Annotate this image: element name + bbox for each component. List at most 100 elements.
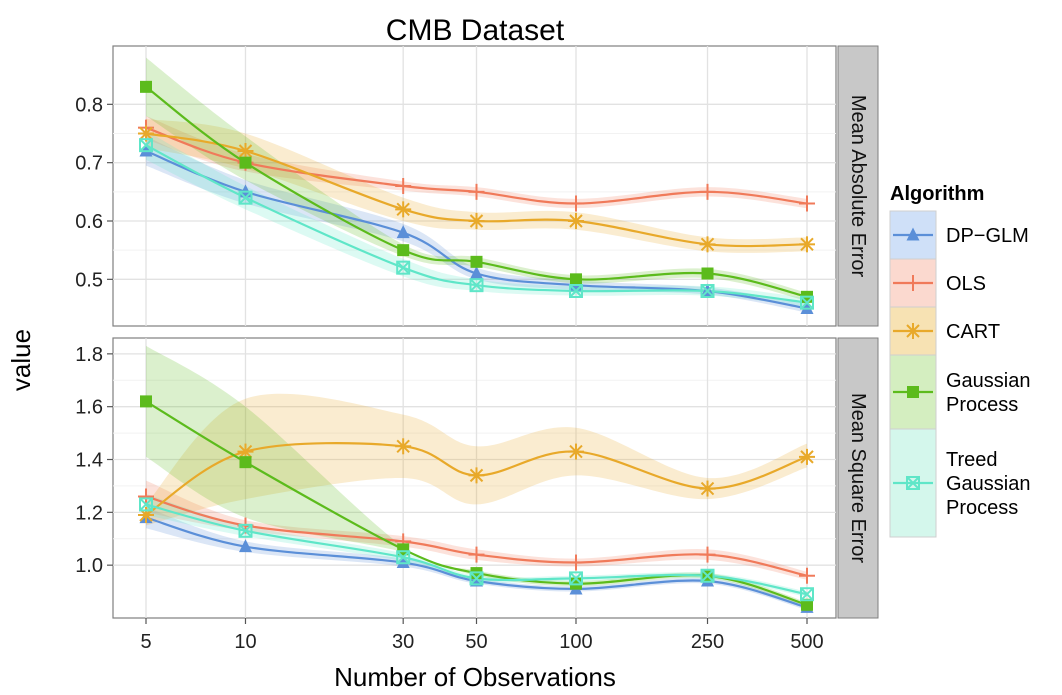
data-point-d2	[396, 439, 410, 454]
strip-background	[837, 337, 879, 619]
data-point	[237, 143, 254, 159]
data-point-d2	[800, 587, 814, 601]
data-point	[699, 480, 716, 497]
data-point	[395, 438, 412, 455]
data-point	[800, 587, 814, 602]
data-point-d2	[469, 214, 484, 228]
data-point	[567, 554, 584, 571]
legend-key-marker	[907, 386, 919, 398]
data-point-box	[238, 523, 253, 538]
data-point-box	[396, 550, 411, 565]
x-tick-label: 100	[559, 631, 592, 653]
x-tick-label: 50	[465, 631, 487, 653]
data-point	[469, 571, 484, 586]
data-point-box	[800, 587, 814, 602]
legend-label: Gaussian	[946, 473, 1031, 495]
data-point-box	[800, 295, 814, 310]
legend-key-marker	[905, 275, 921, 291]
data-point-box	[568, 571, 583, 586]
data-point-d2	[139, 126, 153, 141]
data-point-d2	[569, 571, 583, 586]
strip-background	[837, 45, 879, 327]
data-point	[395, 178, 412, 194]
data-point-d2	[569, 444, 583, 459]
data-point-d2	[800, 450, 814, 464]
data-point	[396, 555, 410, 569]
x-tick-label: 30	[392, 631, 414, 653]
strip-label: Mean Absolute Error	[847, 95, 869, 278]
data-point	[468, 546, 485, 563]
data-point-d2	[238, 524, 253, 538]
legend-key-marker	[906, 476, 920, 490]
data-point	[700, 568, 715, 583]
data-point	[138, 125, 154, 142]
data-point	[799, 448, 815, 465]
x-tick-label: 5	[140, 631, 151, 653]
y-tick-label: 1.4	[75, 450, 103, 472]
legend-title: Algorithm	[890, 183, 984, 205]
legend-label: Process	[946, 394, 1018, 416]
x-tick-label: 500	[790, 631, 823, 653]
y-tick-label: 0.6	[75, 211, 103, 233]
data-point	[801, 598, 813, 611]
ribbon-3	[146, 393, 807, 526]
data-point	[239, 456, 252, 469]
legend-keys: DP−GLMOLSCARTGaussianProcessTreedGaussia…	[889, 210, 1031, 538]
legend-item-1: DP−GLM	[889, 210, 1029, 260]
data-point-d2	[700, 284, 715, 298]
x-axis-title: Number of Observations	[334, 662, 616, 692]
data-point	[139, 497, 153, 512]
legend-key-marker	[905, 323, 921, 339]
data-point-box	[238, 190, 253, 205]
data-point	[138, 488, 154, 505]
data-point	[397, 244, 410, 257]
data-point	[800, 295, 814, 310]
data-point	[238, 539, 252, 553]
data-point-d2	[469, 278, 484, 292]
data-point-box	[700, 568, 715, 583]
data-point	[140, 395, 152, 408]
y-tick-label: 0.8	[75, 94, 103, 116]
data-point	[139, 143, 153, 157]
ribbon-5	[146, 130, 807, 308]
x-axis: 5 10 30 50 100 250 500	[140, 618, 824, 653]
chart-title: CMB Dataset	[386, 14, 565, 47]
y-tick-label: 1.2	[75, 502, 103, 524]
data-point	[140, 80, 152, 93]
data-point-box	[700, 284, 715, 298]
data-point-d2	[139, 497, 153, 512]
data-point-box	[568, 284, 583, 298]
legend-item-3: CART	[889, 306, 1000, 356]
data-point-d2	[569, 214, 583, 228]
legend-key-marker-d2	[906, 324, 920, 338]
data-point	[699, 183, 716, 200]
data-point	[397, 543, 410, 556]
data-point	[700, 284, 715, 298]
data-point	[468, 183, 485, 200]
data-point	[568, 284, 583, 298]
data-point-box	[139, 138, 153, 153]
legend-item-2: OLS	[889, 258, 986, 308]
y-tick-label: 0.7	[75, 153, 103, 175]
data-point	[701, 267, 714, 280]
data-point	[567, 195, 584, 212]
data-point-d2	[238, 444, 253, 459]
legend[interactable]: Algorithm DP−GLMOLSCARTGaussianProcessTr…	[889, 183, 1031, 538]
legend-label: OLS	[946, 273, 986, 295]
data-point-d2	[800, 295, 814, 310]
data-point	[396, 260, 411, 275]
legend-label: DP−GLM	[946, 225, 1029, 247]
data-point-d2	[469, 468, 484, 483]
data-point	[396, 225, 410, 239]
data-point	[800, 301, 814, 314]
legend-label: Gaussian	[946, 370, 1031, 392]
data-point-d2	[469, 571, 484, 586]
data-point	[470, 266, 483, 279]
data-point-box	[469, 278, 484, 293]
data-point-d2	[238, 190, 253, 205]
data-point-d2	[700, 569, 715, 583]
panels: 0.5 0.6 0.7 0.8 Mean Absolute Error 1.0 1.2 1.4…	[75, 45, 879, 619]
data-point-d2	[139, 138, 153, 152]
